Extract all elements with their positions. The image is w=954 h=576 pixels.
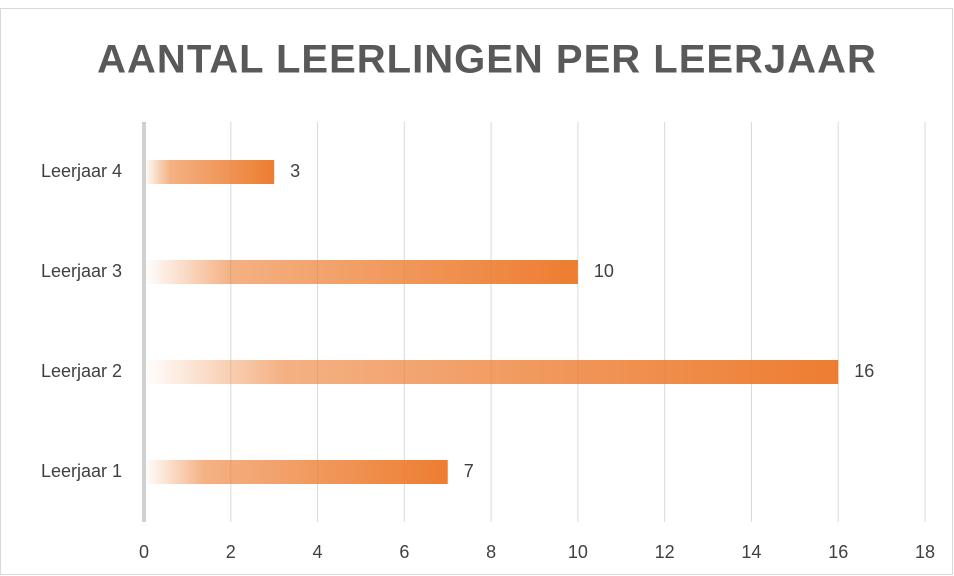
data-label: 3 bbox=[290, 161, 300, 181]
y-tick-label: Leerjaar 1 bbox=[41, 461, 122, 481]
chart-title: AANTAL LEERLINGEN PER LEERJAAR bbox=[97, 38, 877, 82]
y-tick-label: Leerjaar 3 bbox=[41, 261, 122, 281]
bar bbox=[144, 260, 578, 284]
x-tick-label: 0 bbox=[139, 542, 149, 562]
data-label: 7 bbox=[464, 461, 474, 481]
x-tick-label: 8 bbox=[486, 542, 496, 562]
bar bbox=[144, 160, 275, 184]
x-tick-label: 14 bbox=[741, 542, 761, 562]
x-tick-label: 6 bbox=[399, 542, 409, 562]
x-tick-label: 18 bbox=[915, 542, 935, 562]
x-tick-label: 10 bbox=[568, 542, 588, 562]
x-tick-label: 4 bbox=[313, 542, 323, 562]
data-label: 10 bbox=[594, 261, 614, 281]
y-tick-label: Leerjaar 2 bbox=[41, 361, 122, 381]
data-label: 16 bbox=[854, 361, 874, 381]
x-tick-label: 16 bbox=[828, 542, 848, 562]
x-tick-label: 2 bbox=[226, 542, 236, 562]
x-tick-label: 12 bbox=[655, 542, 675, 562]
bar bbox=[144, 360, 839, 384]
y-tick-label: Leerjaar 4 bbox=[41, 161, 122, 181]
bar bbox=[144, 460, 448, 484]
